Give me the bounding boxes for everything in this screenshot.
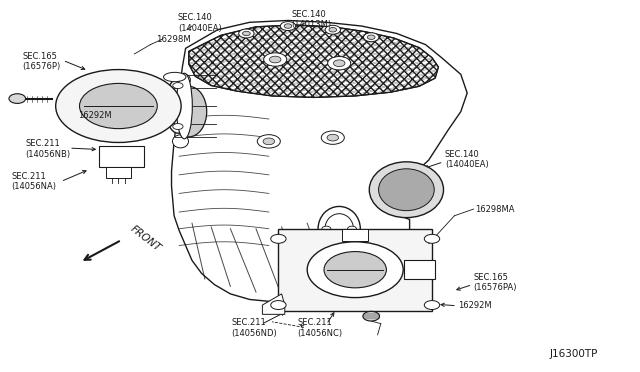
Circle shape [424,301,440,310]
Circle shape [307,242,403,298]
Circle shape [329,28,337,32]
Circle shape [79,83,157,129]
Circle shape [269,56,281,63]
Ellipse shape [177,73,193,139]
Circle shape [56,70,181,142]
Circle shape [367,35,375,39]
Text: SEC.140
(14040EA): SEC.140 (14040EA) [178,13,221,33]
Circle shape [363,311,380,321]
Ellipse shape [318,206,360,251]
Circle shape [322,226,331,231]
Text: 16298M: 16298M [156,35,190,44]
Circle shape [325,25,340,34]
Text: SEC.140
(14013M): SEC.140 (14013M) [291,10,332,29]
Text: SEC.211
(14056NB): SEC.211 (14056NB) [26,139,71,158]
Text: 16298MA: 16298MA [475,205,515,214]
FancyBboxPatch shape [404,260,435,279]
Text: SEC.140
(14040EA): SEC.140 (14040EA) [445,150,488,169]
Circle shape [9,94,26,103]
Polygon shape [376,164,435,216]
Circle shape [243,31,250,36]
Text: 16292M: 16292M [78,111,112,120]
Circle shape [264,53,287,66]
Text: SEC.211
(14056NA): SEC.211 (14056NA) [12,172,56,191]
Text: FRONT: FRONT [128,224,162,254]
Circle shape [324,251,387,288]
Circle shape [271,301,286,310]
Circle shape [284,24,292,28]
Text: 16292M: 16292M [458,301,492,310]
Ellipse shape [174,73,191,86]
Circle shape [364,33,379,42]
Circle shape [333,60,345,67]
Ellipse shape [325,214,353,244]
Circle shape [280,22,296,31]
Text: J16300TP: J16300TP [549,349,598,359]
Text: SEC.211
(14056NC): SEC.211 (14056NC) [298,318,343,338]
Circle shape [348,226,356,231]
Polygon shape [189,25,438,97]
Circle shape [328,57,351,70]
Circle shape [263,138,275,145]
Circle shape [257,135,280,148]
Ellipse shape [171,86,207,137]
Circle shape [271,234,286,243]
Ellipse shape [173,135,188,148]
Ellipse shape [369,162,444,218]
Ellipse shape [378,169,435,211]
Text: SEC.165
(16576PA): SEC.165 (16576PA) [474,273,517,292]
Polygon shape [106,167,131,178]
Text: SEC.165
(16576P): SEC.165 (16576P) [22,52,61,71]
FancyBboxPatch shape [342,229,368,241]
Polygon shape [262,294,285,314]
FancyBboxPatch shape [99,146,144,167]
FancyBboxPatch shape [278,229,432,311]
Ellipse shape [165,79,191,133]
Circle shape [173,124,183,129]
Circle shape [239,29,254,38]
Circle shape [173,83,183,89]
Ellipse shape [170,87,186,125]
Circle shape [321,131,344,144]
Polygon shape [172,20,467,301]
Circle shape [327,134,339,141]
Text: SEC.211
(14056ND): SEC.211 (14056ND) [232,318,277,338]
Circle shape [424,234,440,243]
Ellipse shape [164,72,186,81]
